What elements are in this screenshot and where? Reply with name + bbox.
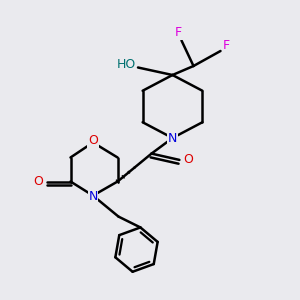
Text: N: N xyxy=(168,131,177,145)
Text: HO: HO xyxy=(116,58,136,71)
Text: O: O xyxy=(88,134,98,148)
Text: O: O xyxy=(33,175,43,188)
Text: O: O xyxy=(183,153,193,167)
Text: F: F xyxy=(223,39,230,52)
Text: N: N xyxy=(88,190,98,203)
Text: F: F xyxy=(175,26,182,40)
